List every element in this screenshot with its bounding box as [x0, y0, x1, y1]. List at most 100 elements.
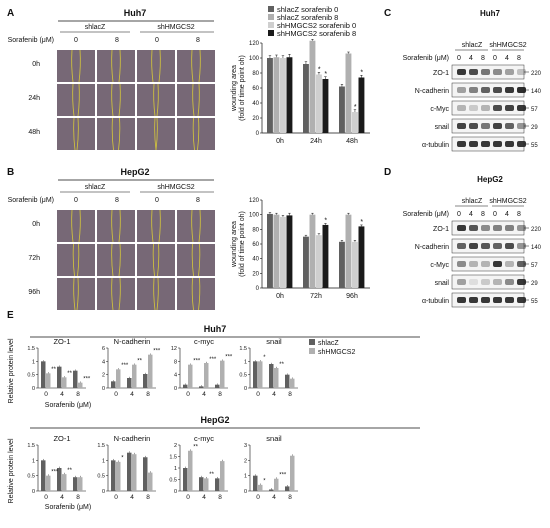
bar — [183, 468, 188, 491]
wound-edge-left — [72, 83, 75, 117]
wound-image-texture — [177, 118, 215, 150]
bar — [73, 370, 78, 388]
y-tick-label: 0 — [174, 386, 177, 392]
y-tick-label: 4 — [102, 359, 105, 365]
significance-mark: ** — [67, 371, 72, 377]
group-label: shHMGCS2 — [489, 42, 526, 49]
x-tick-label: 8 — [218, 391, 222, 398]
y-tick-label: 2 — [102, 373, 105, 379]
bar — [345, 53, 352, 133]
chart-title: c-myc — [194, 434, 214, 443]
wound-edge-right — [156, 83, 159, 117]
x-tick-label: 0h — [276, 138, 284, 145]
kda-marker: 220 — [531, 227, 542, 233]
legend-swatch — [268, 6, 274, 12]
y-tick-label: 80 — [252, 71, 259, 77]
bar — [352, 112, 358, 133]
blot-band — [469, 261, 478, 267]
blot-band — [505, 87, 514, 93]
significance-mark: ** — [137, 358, 142, 364]
wound-image — [57, 118, 95, 150]
legend-label-shhmgcs2: shHMGCS2 — [318, 349, 355, 356]
blot-band — [469, 141, 478, 147]
y-tick-label: 1.5 — [27, 346, 35, 352]
kda-marker: 55 — [531, 299, 538, 305]
dose-label: 4 — [505, 211, 509, 218]
x-tick-label: 4 — [60, 391, 64, 398]
wound-edge-right — [198, 277, 201, 311]
bar — [309, 214, 316, 288]
x-tick-label: 8 — [218, 494, 222, 501]
kda-marker: 140 — [531, 245, 542, 251]
wound-image — [97, 278, 135, 310]
y-tick-label: 1 — [32, 458, 35, 464]
dose-label: 8 — [517, 55, 521, 62]
bar — [269, 364, 274, 388]
blot-label: α-tubulin — [422, 298, 449, 305]
wound-edge-left — [71, 209, 74, 243]
significance-mark: * — [324, 71, 327, 78]
wound-image — [177, 278, 215, 310]
blot-band — [493, 243, 502, 249]
panel-b-bar-chart: 0 20 40 60 80 100 120 wounding area(fold of tim… — [231, 198, 370, 300]
bar — [188, 450, 193, 491]
panel-a-row-48h: 48h — [28, 129, 40, 136]
wound-edge-right — [158, 49, 161, 83]
x-tick-label: 0 — [256, 494, 260, 501]
blot-band — [517, 279, 526, 285]
wound-image-texture — [97, 244, 135, 276]
kda-marker: 29 — [531, 125, 538, 131]
bar — [273, 214, 280, 288]
dose-label: 0 — [493, 211, 497, 218]
y-tick-label: 0 — [244, 386, 247, 392]
blot-label: c-Myc — [430, 262, 449, 269]
blot-band — [457, 105, 466, 111]
bar — [220, 360, 225, 388]
kda-marker: 55 — [531, 143, 538, 149]
wound-image-texture — [177, 244, 215, 276]
bar — [215, 478, 220, 491]
blot-band — [493, 225, 502, 231]
blot-band — [457, 225, 466, 231]
blot-band — [457, 243, 466, 249]
blot-band — [481, 297, 490, 303]
y-tick-label: 4 — [174, 373, 177, 379]
panel-e-title-huh7: Huh7 — [204, 324, 227, 334]
bar — [220, 461, 225, 491]
blot-label: c-Myc — [430, 106, 449, 113]
blot-band — [469, 225, 478, 231]
bar — [111, 460, 116, 491]
blot-band — [505, 261, 514, 267]
panel-e-ylabel-huh7: Relative protein level — [8, 338, 15, 403]
bar — [309, 40, 316, 133]
wound-edge-left — [111, 209, 114, 243]
wound-image-texture — [177, 278, 215, 310]
blot-band — [505, 69, 514, 75]
panel-a-bar-chart: 0 20 40 60 80 100 120 wounding area(fold of tim… — [231, 5, 370, 145]
wound-image — [57, 84, 95, 116]
wound-image — [137, 118, 175, 150]
x-tick-label: 0 — [44, 391, 48, 398]
blot-band — [517, 141, 526, 147]
wound-edge-left — [192, 83, 195, 117]
kda-marker: 29 — [531, 281, 538, 287]
blot-label: snail — [435, 124, 450, 131]
wound-image-texture — [97, 278, 135, 310]
significance-mark: *** — [83, 376, 91, 382]
group-label: shlacZ — [462, 198, 483, 205]
bar — [280, 216, 286, 288]
bar — [127, 378, 132, 388]
chart-title: ZO-1 — [53, 337, 70, 346]
panel-e-xlabel-huh7: Sorafenib (μM) — [45, 402, 91, 409]
bar — [143, 457, 148, 491]
panel-b-row-96h: 96h — [28, 289, 40, 296]
y-tick-label: 6 — [102, 346, 105, 352]
y-tick-label: 0.5 — [97, 474, 105, 480]
wound-edge-right — [118, 277, 121, 311]
significance-mark: * — [324, 217, 327, 224]
wound-edge-right — [197, 117, 200, 151]
wound-edge-right — [198, 243, 201, 277]
wound-edge-left — [111, 117, 114, 151]
significance-mark: *** — [225, 354, 233, 360]
